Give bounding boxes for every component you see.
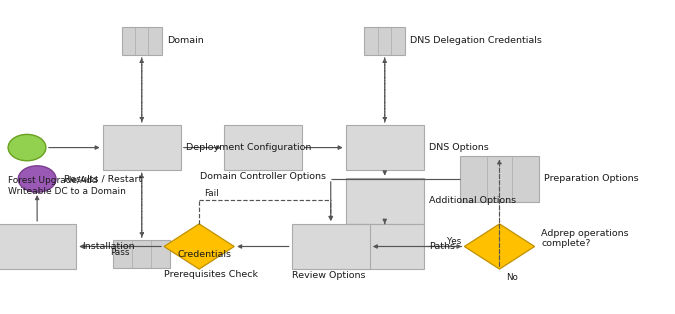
Text: Installation: Installation	[82, 242, 134, 251]
Text: Preparation Options: Preparation Options	[544, 175, 639, 183]
Text: DNS Options: DNS Options	[429, 143, 489, 152]
Text: No: No	[506, 273, 518, 282]
Text: Paths: Paths	[429, 242, 456, 251]
Ellipse shape	[8, 134, 46, 161]
Ellipse shape	[18, 166, 56, 192]
Text: DNS Delegation Credentials: DNS Delegation Credentials	[410, 36, 542, 45]
FancyBboxPatch shape	[346, 178, 424, 224]
Text: Prerequisites Check: Prerequisites Check	[164, 270, 258, 279]
Text: Fail: Fail	[205, 189, 219, 198]
Text: Adprep operations
complete?: Adprep operations complete?	[541, 229, 629, 248]
FancyBboxPatch shape	[0, 224, 76, 269]
Text: Credentials: Credentials	[178, 250, 232, 259]
Text: Results / Restart: Results / Restart	[64, 175, 142, 183]
FancyBboxPatch shape	[346, 125, 424, 170]
Text: Domain Controller Options: Domain Controller Options	[200, 172, 326, 181]
Polygon shape	[464, 224, 535, 269]
Text: Deployment Configuration: Deployment Configuration	[186, 143, 312, 152]
FancyBboxPatch shape	[364, 27, 405, 55]
Text: Domain: Domain	[167, 36, 204, 45]
FancyBboxPatch shape	[103, 125, 181, 170]
FancyBboxPatch shape	[122, 27, 162, 55]
Polygon shape	[164, 224, 234, 269]
Text: Additional Options: Additional Options	[429, 197, 516, 205]
Text: Pass: Pass	[111, 248, 130, 257]
FancyBboxPatch shape	[346, 224, 424, 269]
Text: Review Options: Review Options	[292, 271, 365, 280]
Text: Forest Upgrade/Add
Writeable DC to a Domain: Forest Upgrade/Add Writeable DC to a Dom…	[8, 176, 126, 196]
FancyBboxPatch shape	[460, 156, 539, 202]
FancyBboxPatch shape	[224, 125, 302, 170]
FancyBboxPatch shape	[292, 224, 370, 269]
Text: Yes: Yes	[447, 237, 461, 246]
FancyBboxPatch shape	[113, 240, 170, 268]
